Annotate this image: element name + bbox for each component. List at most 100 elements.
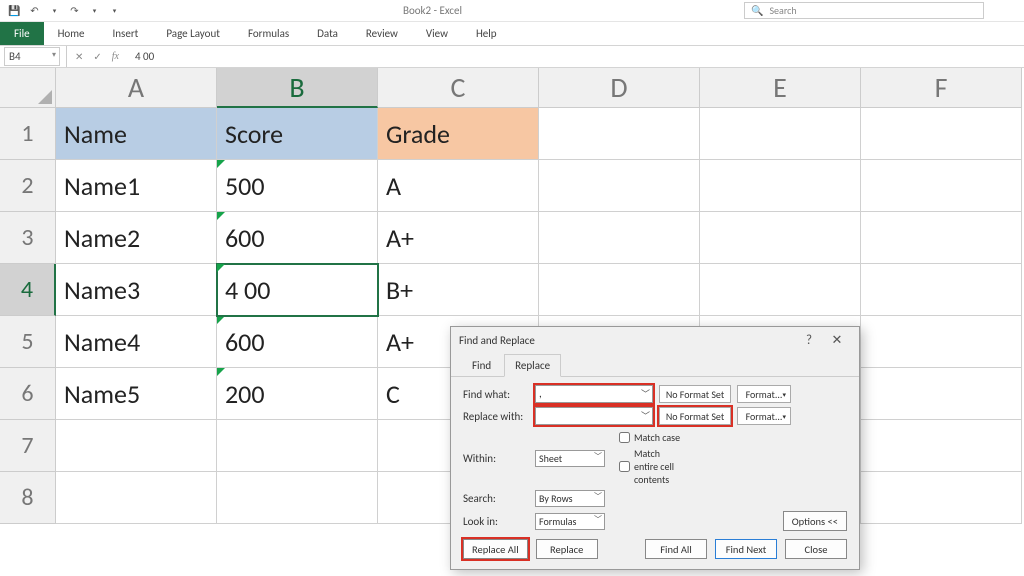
- row-header-8[interactable]: 8: [0, 472, 56, 524]
- cancel-icon[interactable]: ✕: [75, 50, 83, 63]
- replace-with-combo[interactable]: [535, 407, 653, 425]
- cell-A6[interactable]: Name5: [56, 368, 217, 420]
- row-header-6[interactable]: 6: [0, 368, 56, 420]
- row-header-1[interactable]: 1: [0, 108, 56, 160]
- find-format-button[interactable]: Format...: [737, 385, 791, 403]
- ribbon-tab-home[interactable]: Home: [44, 27, 99, 40]
- cell-B3[interactable]: 600: [217, 212, 378, 264]
- cell-E1[interactable]: [700, 108, 861, 160]
- col-header-F[interactable]: F: [861, 68, 1022, 108]
- replace-with-label: Replace with:: [463, 410, 529, 423]
- find-next-button[interactable]: Find Next: [715, 539, 777, 559]
- cell-A3[interactable]: Name2: [56, 212, 217, 264]
- ribbon-tab-review[interactable]: Review: [352, 27, 412, 40]
- options-button[interactable]: Options <<: [783, 511, 847, 531]
- tell-me-search[interactable]: 🔍 Search: [744, 2, 984, 19]
- ribbon-tab-data[interactable]: Data: [303, 27, 352, 40]
- cell-B2[interactable]: 500: [217, 160, 378, 212]
- search-combo[interactable]: By Rows: [535, 490, 605, 507]
- cell-F6[interactable]: [861, 368, 1022, 420]
- replace-all-button[interactable]: Replace All: [463, 539, 528, 559]
- cell-F3[interactable]: [861, 212, 1022, 264]
- cell-F7[interactable]: [861, 420, 1022, 472]
- col-header-C[interactable]: C: [378, 68, 539, 108]
- tab-find[interactable]: Find: [461, 354, 502, 376]
- col-header-E[interactable]: E: [700, 68, 861, 108]
- cell-D2[interactable]: [539, 160, 700, 212]
- select-all-corner[interactable]: [0, 68, 56, 108]
- cell-A5[interactable]: Name4: [56, 316, 217, 368]
- cell-E4[interactable]: [700, 264, 861, 316]
- cell-D1[interactable]: [539, 108, 700, 160]
- match-case-checkbox[interactable]: Match case: [619, 431, 685, 444]
- col-header-D[interactable]: D: [539, 68, 700, 108]
- tab-replace[interactable]: Replace: [504, 354, 561, 377]
- formula-value[interactable]: 4 00: [127, 50, 154, 63]
- save-icon[interactable]: 💾: [8, 4, 21, 17]
- cell-B8[interactable]: [217, 472, 378, 524]
- cell-A1[interactable]: Name: [56, 108, 217, 160]
- cell-F8[interactable]: [861, 472, 1022, 524]
- file-tab[interactable]: File: [0, 22, 44, 45]
- search-icon: 🔍: [751, 4, 763, 17]
- cell-B7[interactable]: [217, 420, 378, 472]
- redo-icon[interactable]: ↷: [68, 4, 81, 17]
- undo-icon[interactable]: ↶: [28, 4, 41, 17]
- dialog-help-icon[interactable]: ?: [795, 333, 823, 348]
- find-all-button[interactable]: Find All: [645, 539, 707, 559]
- cell-B1[interactable]: Score: [217, 108, 378, 160]
- cell-D4[interactable]: [539, 264, 700, 316]
- row-header-7[interactable]: 7: [0, 420, 56, 472]
- cell-C1[interactable]: Grade: [378, 108, 539, 160]
- find-replace-dialog: Find and Replace ? ✕ Find Replace Find w…: [450, 326, 860, 570]
- cell-C3[interactable]: A+: [378, 212, 539, 264]
- row-header-5[interactable]: 5: [0, 316, 56, 368]
- cell-B4[interactable]: 4 00: [217, 264, 378, 316]
- within-label: Within:: [463, 452, 529, 465]
- replace-format-button[interactable]: Format...: [737, 407, 791, 425]
- find-what-combo[interactable]: ,: [535, 385, 653, 403]
- cell-A8[interactable]: [56, 472, 217, 524]
- ribbon-tab-help[interactable]: Help: [462, 27, 511, 40]
- cell-A2[interactable]: Name1: [56, 160, 217, 212]
- close-button[interactable]: Close: [785, 539, 847, 559]
- col-header-B[interactable]: B: [217, 68, 378, 108]
- row-header-2[interactable]: 2: [0, 160, 56, 212]
- cell-A7[interactable]: [56, 420, 217, 472]
- cell-F4[interactable]: [861, 264, 1022, 316]
- ribbon-tab-page-layout[interactable]: Page Layout: [152, 27, 234, 40]
- name-box[interactable]: B4: [4, 47, 60, 66]
- cell-D3[interactable]: [539, 212, 700, 264]
- find-no-format: No Format Set: [659, 385, 731, 403]
- quick-access-toolbar: 💾 ↶ ▾ ↷ ▾ ▾: [0, 4, 121, 17]
- cell-F1[interactable]: [861, 108, 1022, 160]
- find-what-label: Find what:: [463, 388, 529, 401]
- cell-B5[interactable]: 600: [217, 316, 378, 368]
- cell-E3[interactable]: [700, 212, 861, 264]
- search-label: Search:: [463, 492, 529, 505]
- cell-B6[interactable]: 200: [217, 368, 378, 420]
- cell-E2[interactable]: [700, 160, 861, 212]
- fx-icon[interactable]: fx: [112, 51, 119, 62]
- dialog-close-icon[interactable]: ✕: [823, 333, 851, 348]
- col-header-A[interactable]: A: [56, 68, 217, 108]
- cell-F5[interactable]: [861, 316, 1022, 368]
- cell-F2[interactable]: [861, 160, 1022, 212]
- ribbon-tab-insert[interactable]: Insert: [99, 27, 153, 40]
- within-combo[interactable]: Sheet: [535, 450, 605, 467]
- enter-icon[interactable]: ✓: [93, 50, 101, 63]
- cell-A4[interactable]: Name3: [56, 264, 217, 316]
- redo-dropdown-icon[interactable]: ▾: [88, 4, 101, 17]
- workbook-title: Book2 - Excel: [121, 4, 744, 17]
- ribbon-tab-formulas[interactable]: Formulas: [234, 27, 303, 40]
- row-header-3[interactable]: 3: [0, 212, 56, 264]
- qat-customize-icon[interactable]: ▾: [108, 4, 121, 17]
- cell-C4[interactable]: B+: [378, 264, 539, 316]
- ribbon-tab-view[interactable]: View: [412, 27, 462, 40]
- cell-C2[interactable]: A: [378, 160, 539, 212]
- row-header-4[interactable]: 4: [0, 264, 56, 316]
- look-in-combo[interactable]: Formulas: [535, 513, 605, 530]
- undo-dropdown-icon[interactable]: ▾: [48, 4, 61, 17]
- match-entire-checkbox[interactable]: Match entire cell contents: [619, 447, 685, 486]
- replace-button[interactable]: Replace: [536, 539, 598, 559]
